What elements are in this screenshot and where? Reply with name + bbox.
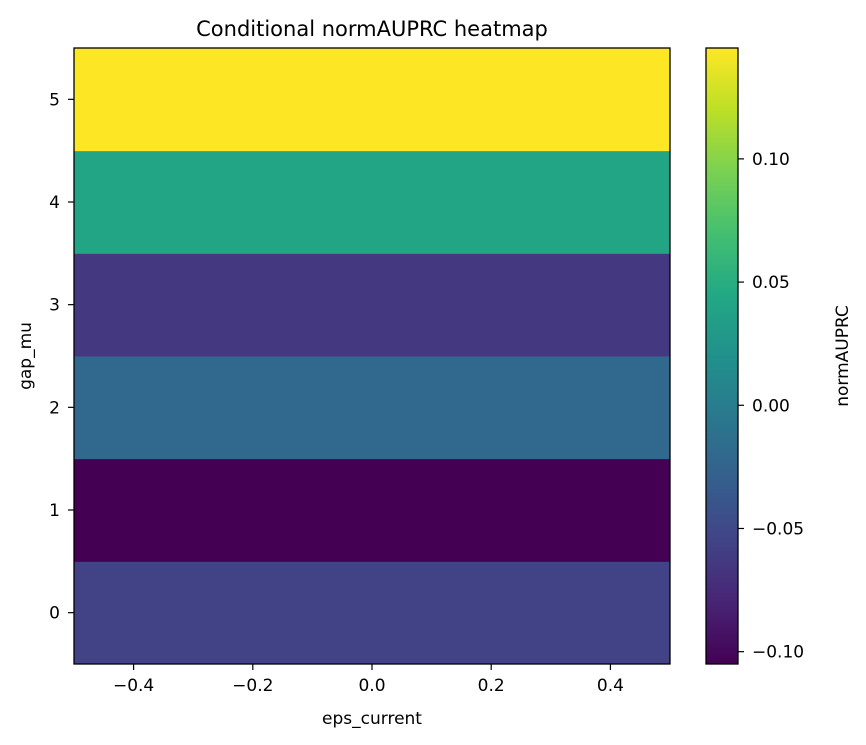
heatmap-cells — [74, 48, 670, 665]
y-tick-label: 0 — [49, 604, 60, 624]
x-axis-ticks: −0.4 −0.2 0.0 0.2 0.4 — [113, 664, 624, 696]
heatmap-cell-gap-mu-0 — [74, 561, 670, 665]
heatmap-cell-gap-mu-1 — [74, 458, 670, 562]
x-tick-label: −0.4 — [113, 676, 154, 696]
heatmap-cell-gap-mu-2 — [74, 356, 670, 460]
colorbar-tick-label: −0.10 — [752, 643, 804, 663]
colorbar-tick-label: 0.10 — [752, 150, 790, 170]
y-axis-ticks: 0 1 2 3 4 5 — [49, 90, 74, 624]
colorbar-label: normAUPRC — [833, 305, 853, 407]
x-tick-label: −0.2 — [232, 676, 273, 696]
colorbar-ticks: −0.10 −0.05 0.00 0.05 0.10 — [738, 150, 804, 663]
heatmap-cell-gap-mu-4 — [74, 150, 670, 254]
x-tick-label: 0.4 — [597, 676, 624, 696]
colorbar-tick-label: 0.05 — [752, 273, 790, 293]
x-tick-label: 0.2 — [478, 676, 505, 696]
y-axis-label: gap_mu — [16, 322, 36, 390]
heatmap-cell-gap-mu-5 — [74, 48, 670, 152]
y-tick-label: 3 — [49, 296, 60, 316]
y-tick-label: 4 — [49, 193, 60, 213]
chart-title: Conditional normAUPRC heatmap — [196, 17, 548, 41]
y-tick-label: 1 — [49, 501, 60, 521]
colorbar-tick-label: −0.05 — [752, 519, 804, 539]
x-axis-label: eps_current — [322, 709, 422, 729]
colorbar — [706, 48, 738, 664]
x-tick-label: 0.0 — [358, 676, 385, 696]
y-tick-label: 5 — [49, 90, 60, 110]
colorbar-frame — [705, 47, 739, 665]
colorbar-tick-label: 0.00 — [752, 396, 790, 416]
y-tick-label: 2 — [49, 398, 60, 418]
heatmap-cell-gap-mu-3 — [74, 253, 670, 357]
